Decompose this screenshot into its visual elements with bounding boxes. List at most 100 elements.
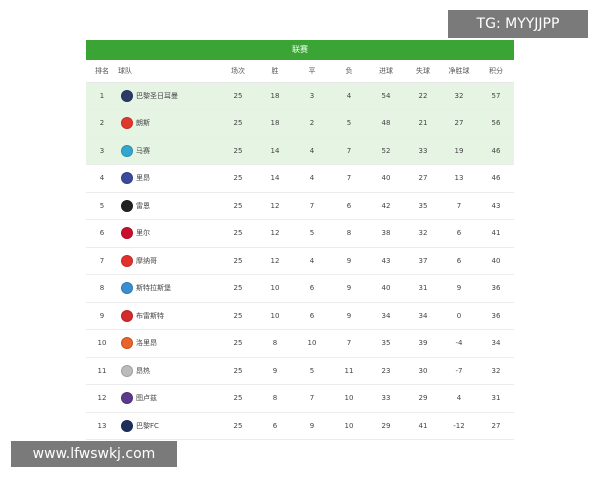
team-badge-icon: [121, 199, 133, 212]
header-draw[interactable]: 平: [308, 66, 316, 75]
team-cell: 图卢兹: [118, 385, 218, 413]
goal-difference-cell: 6: [456, 256, 462, 265]
won-cell: 8: [272, 339, 278, 348]
header-won[interactable]: 胜: [271, 66, 279, 75]
team-wrapper: 洛里昂: [118, 337, 218, 350]
lost-cell: 4: [346, 91, 352, 100]
watermark-top: TG: MYYJJPP: [448, 10, 588, 38]
team-wrapper: 里昂: [118, 172, 218, 185]
lost-cell: 6: [346, 201, 352, 210]
table-row[interactable]: 4 里昂 25 14 4 7 40 27 13 46: [86, 165, 514, 192]
draw-cell: 4: [309, 174, 315, 183]
header-goal-difference[interactable]: 净胜球: [448, 66, 470, 75]
draw-cell: 9: [309, 421, 315, 430]
header-points[interactable]: 积分: [489, 66, 503, 75]
header-goals-against[interactable]: 失球: [416, 66, 430, 75]
table-row[interactable]: 6 里尔 25 12 5 8 38 32 6 41: [86, 220, 514, 247]
draw-cell: 2: [309, 119, 315, 128]
goal-difference-cell: 4: [456, 394, 462, 403]
team-name[interactable]: 昂热: [136, 366, 150, 375]
rank-cell: 8: [99, 284, 105, 293]
table-row[interactable]: 12 图卢兹 25 8 7 10 33 29 4 31: [86, 385, 514, 413]
goals-for-cell: 34: [381, 311, 391, 320]
won-cell: 18: [270, 119, 280, 128]
team-name[interactable]: 巴黎FC: [136, 421, 159, 430]
league-title-bar: 联赛: [86, 40, 514, 60]
draw-cell: 5: [309, 366, 315, 375]
lost-cell: 9: [346, 256, 352, 265]
team-name[interactable]: 摩纳哥: [136, 256, 157, 265]
table-row[interactable]: 11 昂热 25 9 5 11 23 30 -7 32: [86, 357, 514, 385]
played-cell: 25: [233, 421, 243, 430]
goals-for-cell: 29: [381, 421, 391, 430]
points-cell: 27: [491, 421, 501, 430]
table-row[interactable]: 13 巴黎FC 25 6 9 10 29 41 -12 27: [86, 412, 514, 440]
goals-against-cell: 39: [418, 339, 428, 348]
header-goals-for[interactable]: 进球: [379, 66, 393, 75]
team-wrapper: 雷恩: [118, 199, 218, 212]
won-cell: 10: [270, 311, 280, 320]
lost-cell: 8: [346, 229, 352, 238]
header-rank[interactable]: 排名: [95, 66, 109, 75]
rank-cell: 11: [97, 366, 107, 375]
header-lost[interactable]: 负: [345, 66, 353, 75]
team-wrapper: 昂热: [118, 364, 218, 377]
goals-for-cell: 43: [381, 256, 391, 265]
goals-for-cell: 40: [381, 174, 391, 183]
team-cell: 洛里昂: [118, 330, 218, 358]
draw-cell: 7: [309, 201, 315, 210]
points-cell: 36: [491, 284, 501, 293]
goal-difference-cell: -7: [455, 366, 463, 375]
won-cell: 18: [270, 91, 280, 100]
goals-against-cell: 29: [418, 394, 428, 403]
team-name[interactable]: 雷恩: [136, 201, 150, 210]
header-team[interactable]: 球队: [118, 66, 132, 75]
goals-for-cell: 54: [381, 91, 391, 100]
table-row[interactable]: 10 洛里昂 25 8 10 7 35 39 -4 34: [86, 330, 514, 358]
draw-cell: 4: [309, 256, 315, 265]
team-name[interactable]: 马赛: [136, 146, 150, 155]
header-played[interactable]: 场次: [231, 66, 245, 75]
table-row[interactable]: 2 朗斯 25 18 2 5 48 21 27 56: [86, 109, 514, 137]
table-row[interactable]: 9 布雷斯特 25 10 6 9 34 34 0 36: [86, 302, 514, 330]
team-badge-icon: [121, 364, 133, 377]
team-name[interactable]: 斯特拉斯堡: [136, 284, 171, 293]
team-cell: 斯特拉斯堡: [118, 275, 218, 303]
lost-cell: 7: [346, 339, 352, 348]
team-cell: 摩纳哥: [118, 247, 218, 275]
goals-for-cell: 42: [381, 201, 391, 210]
team-name[interactable]: 里尔: [136, 229, 150, 238]
goals-against-cell: 34: [418, 311, 428, 320]
points-cell: 57: [491, 91, 501, 100]
rank-cell: 12: [97, 394, 107, 403]
played-cell: 25: [233, 394, 243, 403]
won-cell: 6: [272, 421, 278, 430]
team-wrapper: 斯特拉斯堡: [118, 282, 218, 295]
team-name[interactable]: 巴黎圣日耳曼: [136, 91, 178, 100]
table-row[interactable]: 8 斯特拉斯堡 25 10 6 9 40 31 9 36: [86, 275, 514, 303]
team-name[interactable]: 里昂: [136, 174, 150, 183]
goals-for-cell: 38: [381, 229, 391, 238]
team-cell: 巴黎FC: [118, 412, 218, 440]
team-name[interactable]: 朗斯: [136, 119, 150, 128]
table-row[interactable]: 5 雷恩 25 12 7 6 42 35 7 43: [86, 192, 514, 220]
team-wrapper: 布雷斯特: [118, 309, 218, 322]
table-row[interactable]: 3 马赛 25 14 4 7 52 33 19 46: [86, 137, 514, 165]
team-cell: 昂热: [118, 357, 218, 385]
goal-difference-cell: -12: [453, 421, 465, 430]
team-name[interactable]: 图卢兹: [136, 394, 157, 403]
draw-cell: 4: [309, 146, 315, 155]
played-cell: 25: [233, 119, 243, 128]
team-name[interactable]: 洛里昂: [136, 339, 157, 348]
won-cell: 10: [270, 284, 280, 293]
won-cell: 8: [272, 394, 278, 403]
team-name[interactable]: 布雷斯特: [136, 311, 164, 320]
table-row[interactable]: 1 巴黎圣日耳曼 25 18 3 4 54 22 32 57: [86, 82, 514, 110]
goals-for-cell: 48: [381, 119, 391, 128]
lost-cell: 10: [344, 421, 354, 430]
table-row[interactable]: 7 摩纳哥 25 12 4 9 43 37 6 40: [86, 247, 514, 275]
points-cell: 56: [491, 119, 501, 128]
won-cell: 14: [270, 174, 280, 183]
lost-cell: 9: [346, 284, 352, 293]
goal-difference-cell: 27: [454, 119, 464, 128]
